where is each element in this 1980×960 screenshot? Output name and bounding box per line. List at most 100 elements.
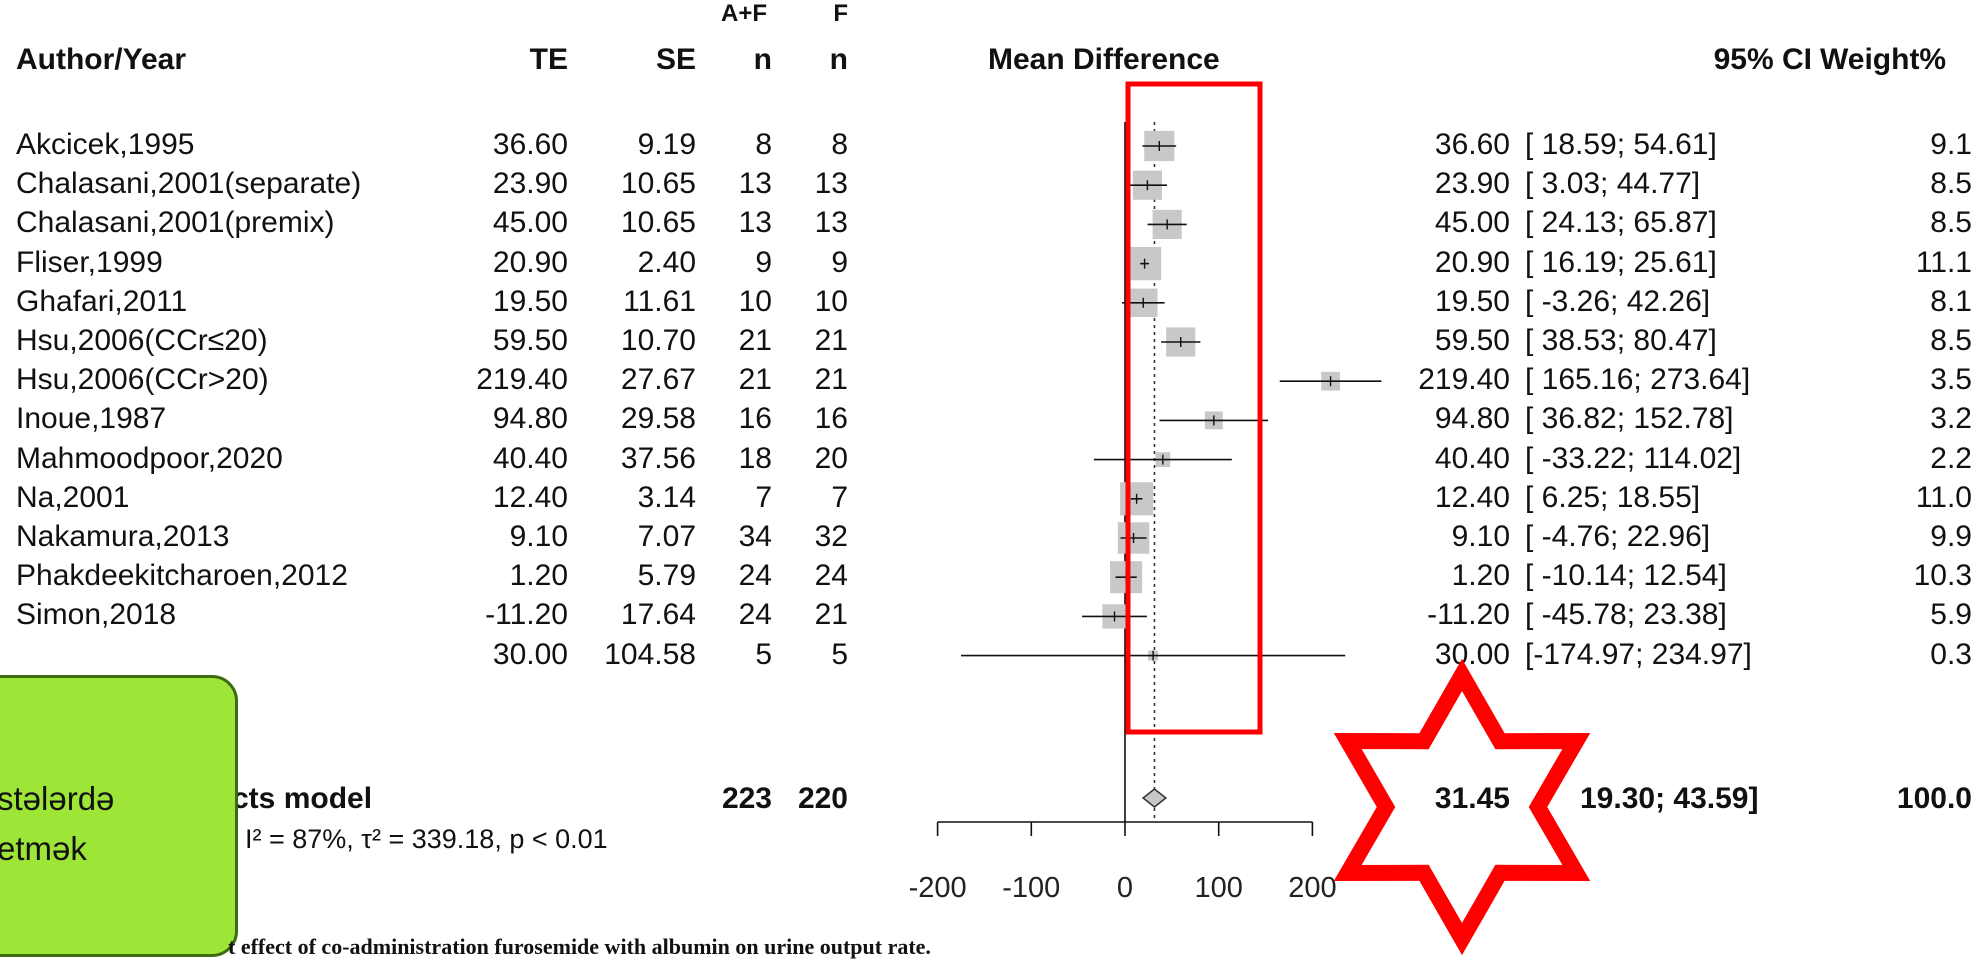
study-weight: 2.2 — [1930, 441, 1972, 475]
study-ci: [-174.97; 234.97] — [1525, 637, 1752, 671]
study-se: 3.14 — [637, 480, 696, 514]
study-n1: 13 — [738, 206, 772, 240]
study-n1: 8 — [755, 128, 772, 161]
study-author: Akcicek,1995 — [16, 128, 195, 161]
header-te: TE — [529, 43, 568, 76]
study-te: -11.20 — [485, 598, 568, 632]
study-author: Ghafari,2011 — [16, 284, 188, 318]
study-weight: 11.0 — [1915, 480, 1972, 514]
study-author: Fliser,1999 — [16, 245, 163, 279]
study-n2: 16 — [814, 402, 848, 436]
header-n2-top: F — [833, 0, 848, 27]
study-n2: 20 — [814, 441, 848, 475]
study-weight: 11.1 — [1915, 245, 1972, 279]
study-te: 19.50 — [492, 284, 568, 318]
study-n1: 5 — [755, 637, 772, 671]
figure-caption: t effect of co-administration furosemide… — [228, 934, 931, 959]
x-tick-label: -100 — [1002, 872, 1060, 904]
study-weight: 10.3 — [1913, 559, 1972, 593]
study-ci: [ 18.59; 54.61] — [1525, 128, 1717, 161]
study-se: 9.19 — [637, 128, 696, 161]
study-author: Simon,2018 — [16, 598, 177, 632]
study-n2: 5 — [831, 637, 848, 671]
study-author: Mahmoodpoor,2020 — [16, 441, 283, 475]
study-n1: 21 — [738, 324, 772, 357]
study-te: 9.10 — [509, 520, 568, 553]
study-author: Nakamura,2013 — [16, 520, 230, 553]
header-n1: n — [753, 43, 772, 76]
study-se: 29.58 — [620, 402, 696, 436]
study-weight: 9.1 — [1930, 128, 1972, 161]
pooled-diamond — [1141, 788, 1168, 808]
header-95ci: 95% CI — [1713, 43, 1812, 76]
study-n2: 21 — [814, 363, 848, 397]
pooled-weight: 100.0 — [1896, 782, 1972, 815]
study-weight: 8.5 — [1930, 167, 1972, 201]
study-ci: [ -33.22; 114.02] — [1525, 441, 1742, 475]
study-se: 17.64 — [620, 598, 696, 632]
header-n2: n — [829, 43, 848, 76]
pooled-n1: 223 — [721, 782, 772, 815]
study-md: 19.50 — [1434, 284, 1510, 318]
study-author: Na,2001 — [16, 480, 130, 514]
study-te: 12.40 — [492, 480, 568, 514]
study-n1: 34 — [738, 520, 772, 553]
study-weight: 8.1 — [1930, 284, 1972, 318]
study-te: 45.00 — [492, 206, 568, 240]
study-weight: 3.5 — [1930, 363, 1972, 397]
heterogeneity-stats: I² = 87%, τ² = 339.18, p < 0.01 — [245, 824, 608, 854]
study-se: 11.61 — [623, 284, 696, 318]
header-se: SE — [655, 43, 696, 76]
study-md: 45.00 — [1434, 206, 1510, 240]
x-tick-label: -200 — [909, 872, 967, 904]
study-se: 5.79 — [637, 559, 696, 593]
study-weight: 8.5 — [1930, 206, 1972, 240]
study-te: 20.90 — [492, 245, 568, 279]
study-te: 1.20 — [509, 559, 568, 593]
study-n2: 13 — [814, 167, 848, 201]
study-se: 10.70 — [620, 324, 696, 357]
study-ci: [ 165.16; 273.64] — [1525, 363, 1751, 397]
study-n2: 7 — [831, 480, 848, 514]
study-weight: 0.3 — [1930, 637, 1972, 671]
header-n1-top: A+F — [720, 0, 767, 27]
study-se: 37.56 — [620, 441, 696, 475]
study-ci: [ -4.76; 22.96] — [1525, 520, 1711, 553]
pooled-n2: 220 — [797, 782, 848, 815]
study-ci: [ 24.13; 65.87] — [1525, 206, 1717, 240]
study-ci: [ 6.25; 18.55] — [1525, 480, 1701, 514]
x-tick-label: 0 — [1117, 872, 1133, 904]
study-weight: 5.9 — [1930, 598, 1972, 632]
study-author: Chalasani,2001(separate) — [16, 167, 362, 201]
highlight-box — [1125, 81, 1263, 735]
study-md: 36.60 — [1434, 128, 1510, 161]
study-ci: [ 16.19; 25.61] — [1525, 245, 1717, 279]
pooled-md: 31.45 — [1434, 782, 1510, 815]
study-n1: 13 — [738, 167, 772, 201]
study-author: Hsu,2006(CCr>20) — [16, 363, 269, 397]
study-weight: 3.2 — [1930, 402, 1972, 436]
study-ci: [ -3.26; 42.26] — [1525, 284, 1711, 318]
study-n1: 16 — [738, 402, 772, 436]
study-ci: [ -10.14; 12.54] — [1525, 559, 1727, 593]
study-n1: 24 — [738, 598, 772, 632]
study-md: -11.20 — [1427, 598, 1510, 632]
star-icon — [1333, 658, 1591, 956]
study-se: 27.67 — [620, 363, 696, 397]
callout-line-1: stələrdə — [0, 780, 115, 817]
study-author: Chalasani,2001(premix) — [16, 206, 335, 240]
study-se: 2.40 — [637, 245, 696, 279]
study-ci: [ 36.82; 152.78] — [1525, 402, 1734, 436]
study-se: 10.65 — [620, 206, 696, 240]
study-te: 30.00 — [492, 637, 568, 671]
study-n1: 10 — [738, 284, 772, 318]
x-tick-label: 200 — [1288, 872, 1336, 904]
study-n1: 7 — [755, 480, 772, 514]
study-te: 40.40 — [492, 441, 568, 475]
study-se: 10.65 — [620, 167, 696, 201]
study-n1: 24 — [738, 559, 772, 593]
pooled-ci: 19.30; 43.59] — [1580, 782, 1759, 815]
study-ci: [ -45.78; 23.38] — [1525, 598, 1727, 632]
study-ci: [ 3.03; 44.77] — [1525, 167, 1701, 201]
